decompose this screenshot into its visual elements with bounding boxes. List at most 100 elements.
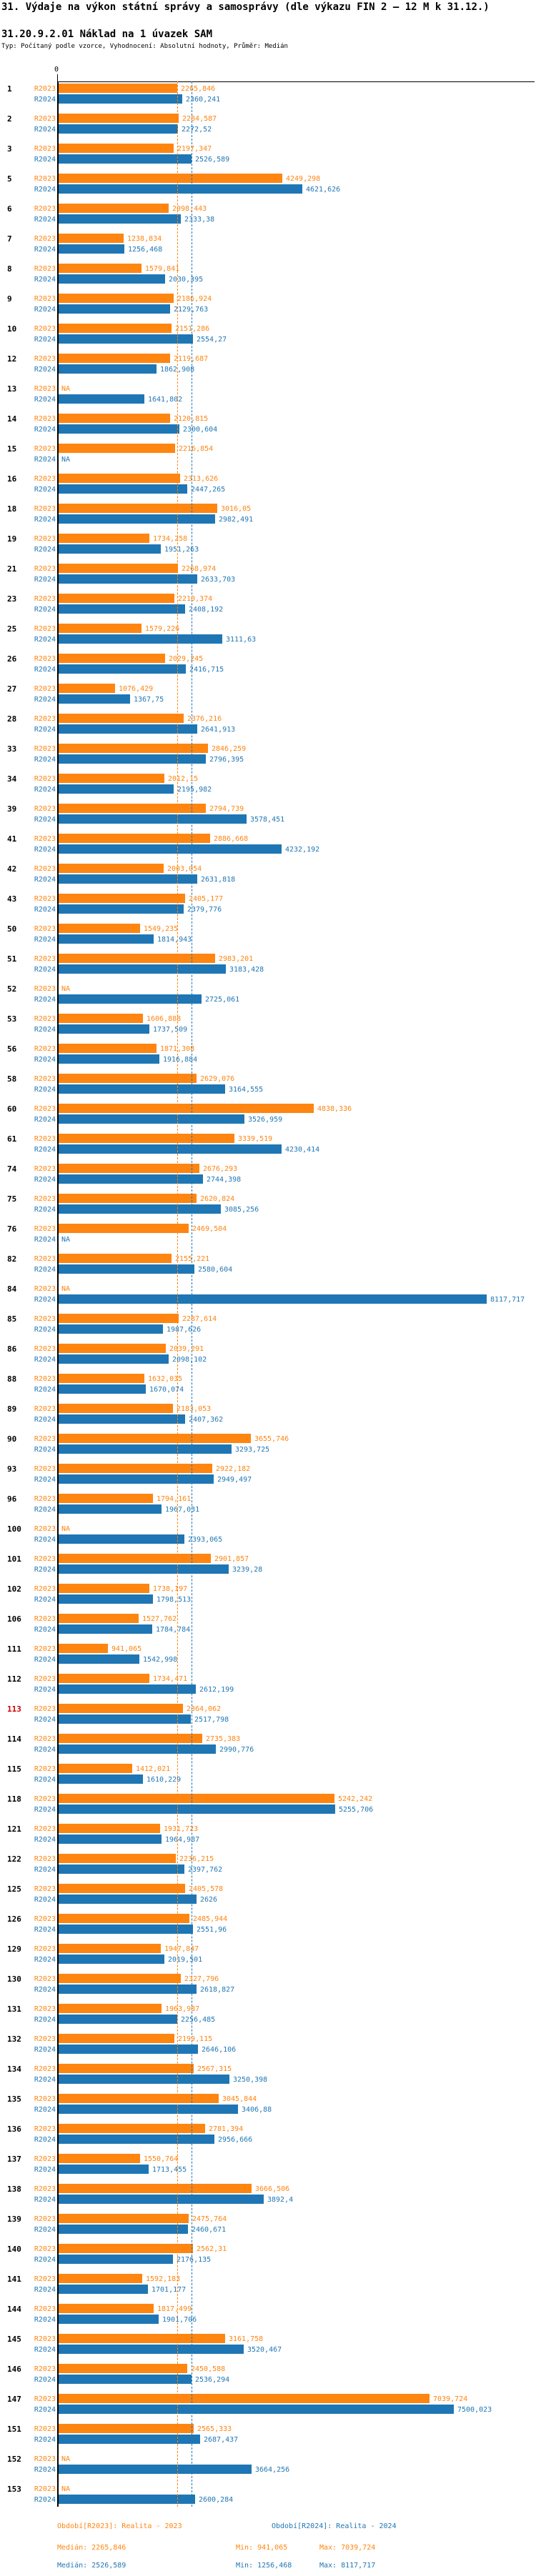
series-label-r2023: R2023 xyxy=(34,1015,56,1023)
value-label-r2024: 1901,706 xyxy=(162,2316,197,2324)
bar-r2024 xyxy=(58,1114,244,1124)
bar-r2024 xyxy=(58,544,161,554)
series-label-r2024: R2024 xyxy=(34,846,56,854)
row-category: 146 xyxy=(7,2365,21,2374)
bar-r2024 xyxy=(58,2315,159,2324)
bar-r2023 xyxy=(58,714,184,723)
bar-r2024 xyxy=(58,2195,264,2204)
bar-r2024 xyxy=(58,1834,162,1844)
value-label-r2023: 2567,315 xyxy=(197,2065,232,2073)
value-label-r2024: NA xyxy=(61,456,71,464)
row-category: 60 xyxy=(7,1104,17,1114)
series-label-r2024: R2024 xyxy=(34,186,56,194)
series-label-r2023: R2023 xyxy=(34,1465,56,1473)
value-label-r2023: 1817,499 xyxy=(157,2305,192,2313)
bar-r2024 xyxy=(58,1564,229,1574)
value-label-r2024: 1964,987 xyxy=(165,1836,200,1844)
value-label-r2023: 1579,226 xyxy=(145,625,180,633)
series-label-r2023: R2023 xyxy=(34,895,56,903)
series-label-r2023: R2023 xyxy=(34,1315,56,1323)
series-label-r2024: R2024 xyxy=(34,2496,56,2504)
row-category: 14 xyxy=(7,414,17,424)
series-label-r2023: R2023 xyxy=(34,2095,56,2103)
row-category: 5 xyxy=(7,174,12,184)
row-category: 144 xyxy=(7,2305,21,2314)
row-category: 41 xyxy=(7,834,17,844)
row-category: 129 xyxy=(7,1945,21,1954)
bar-r2024 xyxy=(58,1024,149,1034)
series-label-r2024: R2024 xyxy=(34,906,56,914)
bar-r2024 xyxy=(58,1504,162,1514)
series-label-r2024: R2024 xyxy=(34,1266,56,1274)
series-label-r2023: R2023 xyxy=(34,1795,56,1803)
value-label-r2024: 2618,827 xyxy=(200,1986,235,1994)
bar-r2023 xyxy=(58,2424,194,2433)
bar-r2023 xyxy=(58,414,170,423)
value-label-r2023: 2922,182 xyxy=(216,1465,251,1473)
bar-r2023 xyxy=(58,1404,173,1413)
value-label-r2023: 2012,15 xyxy=(168,775,199,783)
series-label-r2024: R2024 xyxy=(34,1656,56,1664)
bar-r2023 xyxy=(58,1974,181,1983)
row-category: 9 xyxy=(7,294,12,304)
bar-r2024 xyxy=(58,1384,146,1394)
bar-r2023 xyxy=(58,1554,211,1563)
value-label-r2024: 2956,666 xyxy=(218,2136,253,2144)
series-label-r2024: R2024 xyxy=(34,1686,56,1694)
series-label-r2024: R2024 xyxy=(34,96,56,104)
value-label-r2024: 2646,106 xyxy=(202,2046,237,2054)
value-label-r2024: 3406,88 xyxy=(242,2106,272,2114)
value-label-r2023: 2284,587 xyxy=(182,115,217,123)
series-label-r2024: R2024 xyxy=(34,1416,56,1424)
row-category: 118 xyxy=(7,1794,21,1804)
series-label-r2023: R2023 xyxy=(34,1495,56,1503)
bar-r2023 xyxy=(58,2214,189,2223)
bar-r2023 xyxy=(58,864,164,873)
value-label-r2024: 2982,491 xyxy=(219,516,254,524)
value-label-r2024: 2195,982 xyxy=(177,786,212,794)
value-label-r2024: 2098,102 xyxy=(172,1356,207,1364)
value-label-r2023: 2469,504 xyxy=(192,1225,227,1233)
series-label-r2023: R2023 xyxy=(34,775,56,783)
value-label-r2024: 8117,717 xyxy=(490,1296,525,1304)
series-label-r2024: R2024 xyxy=(34,336,56,344)
row-category: 19 xyxy=(7,534,17,544)
series-label-r2024: R2024 xyxy=(34,1566,56,1574)
value-label-r2023: 2676,293 xyxy=(203,1165,238,1173)
series-label-r2024: R2024 xyxy=(34,1476,56,1484)
series-label-r2023: R2023 xyxy=(34,1765,56,1773)
row-category: 89 xyxy=(7,1404,17,1414)
value-label-r2024: 4621,626 xyxy=(306,186,341,194)
bar-r2023 xyxy=(58,2094,219,2103)
value-label-r2024: 2333,38 xyxy=(184,216,215,224)
series-label-r2024: R2024 xyxy=(34,1296,56,1304)
bar-r2023 xyxy=(58,1914,189,1923)
series-label-r2023: R2023 xyxy=(34,2275,56,2283)
bar-r2024 xyxy=(58,604,185,614)
series-label-r2024: R2024 xyxy=(34,516,56,524)
bar-r2024 xyxy=(58,274,165,284)
value-label-r2024: 2631,818 xyxy=(201,876,236,884)
bar-r2023 xyxy=(58,924,140,933)
value-label-r2024: 3520,467 xyxy=(247,2346,282,2354)
row-category: 56 xyxy=(7,1044,17,1054)
series-label-r2024: R2024 xyxy=(34,1236,56,1244)
series-label-r2023: R2023 xyxy=(34,1915,56,1923)
legend-min-r2024: Min: 1256,468 xyxy=(236,2562,292,2570)
bar-r2023 xyxy=(58,1794,334,1803)
bar-r2024 xyxy=(58,904,184,914)
row-category: 152 xyxy=(7,2455,21,2464)
legend-max-r2023: Max: 7039,724 xyxy=(319,2544,376,2552)
bar-r2024 xyxy=(58,574,197,584)
series-label-r2023: R2023 xyxy=(34,1735,56,1743)
series-label-r2023: R2023 xyxy=(34,1105,56,1113)
median-line-r2023 xyxy=(177,81,179,2507)
bar-r2023 xyxy=(58,2334,225,2343)
series-label-r2023: R2023 xyxy=(34,2305,56,2313)
row-category: 26 xyxy=(7,654,17,664)
indicator-meta: Typ: Počítaný podle vzorce, Vyhodnocení:… xyxy=(1,43,288,50)
series-label-r2024: R2024 xyxy=(34,966,56,974)
bar-r2024 xyxy=(58,1264,194,1274)
series-label-r2023: R2023 xyxy=(34,2335,56,2343)
value-label-r2023: 3666,506 xyxy=(255,2185,290,2193)
